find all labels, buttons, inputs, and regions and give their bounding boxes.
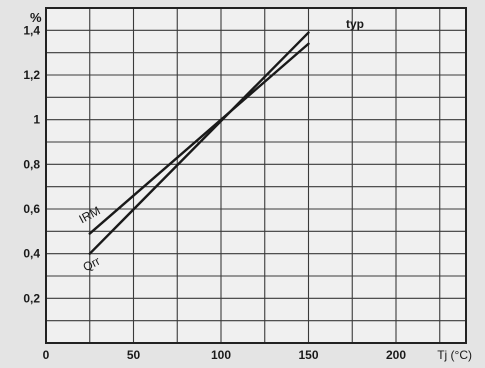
plot-area <box>46 8 466 343</box>
y-tick-label: 1,4 <box>23 23 40 37</box>
y-tick-label: 0,4 <box>23 247 40 261</box>
annotation-typ: typ <box>346 17 364 31</box>
tick-labels: 0 50 100 150 200 0,2 0,4 0,6 0,8 1 1,2 1,4 <box>23 23 406 362</box>
x-tick-label: 200 <box>386 348 406 362</box>
y-tick-label: 0,2 <box>23 291 40 305</box>
y-tick-label: 0,8 <box>23 157 40 171</box>
x-axis-label: Tj (°C) <box>437 348 472 362</box>
y-axis-label: % <box>30 10 42 25</box>
y-tick-label: 0,6 <box>23 202 40 216</box>
x-tick-label: 150 <box>298 348 318 362</box>
x-tick-label: 100 <box>211 348 231 362</box>
grid <box>45 7 467 344</box>
y-tick-label: 1 <box>33 113 40 127</box>
x-tick-label: 50 <box>127 348 141 362</box>
x-tick-label: 0 <box>43 348 50 362</box>
plot-frame <box>45 7 467 344</box>
series-line-irm <box>88 42 310 235</box>
y-tick-label: 1,2 <box>23 68 40 82</box>
series-line-qrr <box>88 31 310 255</box>
